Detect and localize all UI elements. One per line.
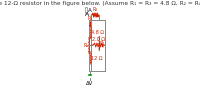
Text: R₄: R₄ xyxy=(100,41,105,46)
FancyBboxPatch shape xyxy=(85,7,87,13)
Text: R₁: R₁ xyxy=(87,16,93,21)
Text: A: A xyxy=(87,8,91,12)
Text: ΔV: ΔV xyxy=(86,81,94,86)
Text: Rₐ: Rₐ xyxy=(83,43,88,48)
Text: 4.8 Ω: 4.8 Ω xyxy=(91,30,104,35)
Text: R₂: R₂ xyxy=(92,7,98,12)
Text: 2.0 Ω: 2.0 Ω xyxy=(92,37,105,42)
Text: 12 Ω: 12 Ω xyxy=(91,56,103,61)
Text: Find the current in the 12-Ω resistor in the figure below. (Assume R₁ = R₃ = 4.8: Find the current in the 12-Ω resistor in… xyxy=(0,1,200,6)
Text: A: A xyxy=(85,12,89,17)
